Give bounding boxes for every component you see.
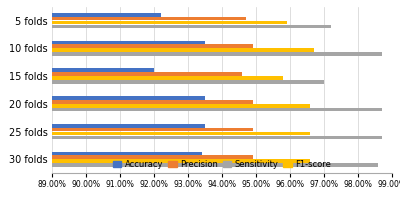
Bar [52,104,310,108]
Bar [52,48,314,52]
Bar [52,135,382,139]
Bar [52,76,283,80]
Bar [52,152,202,155]
Bar [52,13,161,17]
Bar [52,96,205,100]
Bar [52,128,253,131]
Bar [52,44,253,48]
Bar [52,41,205,44]
Bar [52,132,310,135]
Bar [52,159,310,163]
Bar [52,100,253,104]
Bar [52,163,378,167]
Bar [52,21,287,24]
Bar [52,155,253,159]
Bar [52,17,246,20]
Bar [52,108,382,111]
Bar [52,124,205,128]
Legend: Accuracy, Precision, Sensitivity, F1-score: Accuracy, Precision, Sensitivity, F1-sco… [110,157,334,172]
Bar [52,80,324,84]
Bar [52,68,154,72]
Bar [52,52,382,56]
Bar [52,72,242,76]
Bar [52,24,331,28]
